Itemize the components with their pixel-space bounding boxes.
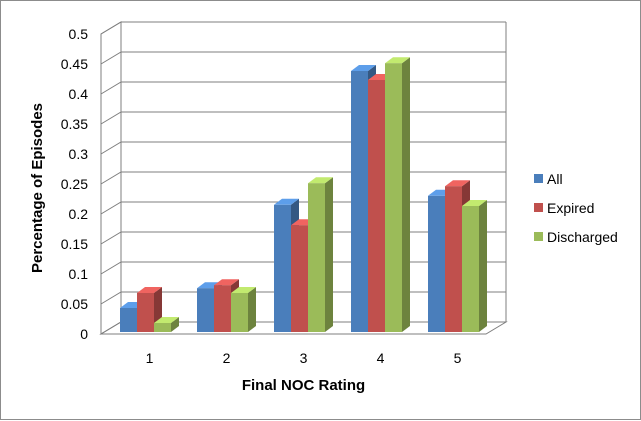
- gridline: [100, 141, 506, 155]
- bar-front: [462, 206, 479, 332]
- legend-label: Expired: [547, 200, 594, 216]
- bar: [462, 200, 487, 332]
- bar-front: [445, 186, 462, 332]
- bar-front: [214, 285, 231, 332]
- bar-top: [274, 198, 299, 205]
- legend-item: Discharged: [534, 229, 618, 245]
- x-tick-label: 3: [300, 350, 308, 366]
- y-tick-labels: 0 0.05 0.1 0.15 0.2 0.25 0.3 0.35 0.4 0.45 0.5: [61, 26, 88, 342]
- gridline: [100, 81, 506, 95]
- bar: [231, 287, 256, 332]
- legend-label: All: [547, 171, 563, 187]
- bar-front: [385, 63, 402, 332]
- x-tick-label: 5: [454, 350, 462, 366]
- gridline: [100, 111, 506, 125]
- legend: All Expired Discharged: [534, 171, 618, 245]
- bar-top: [462, 200, 487, 206]
- gridline: [100, 51, 506, 65]
- y-tick-label: 0.4: [69, 86, 89, 102]
- bar-side: [248, 287, 256, 332]
- bar-front: [351, 71, 368, 332]
- bar-side: [479, 200, 487, 332]
- bar-top: [385, 57, 410, 64]
- bars: [120, 57, 487, 332]
- bar-top: [137, 287, 162, 293]
- x-axis-title: Final NOC Rating: [242, 377, 365, 394]
- legend-item: All: [534, 171, 563, 187]
- bar-front: [274, 204, 291, 332]
- y-tick-label: 0.25: [61, 176, 88, 192]
- bar-front: [154, 323, 171, 332]
- bar-top: [445, 180, 470, 187]
- x-tick-label: 2: [223, 350, 231, 366]
- legend-swatch: [534, 174, 543, 183]
- y-tick-label: 0: [80, 326, 88, 342]
- legend-item: Expired: [534, 200, 594, 216]
- x-tick-label: 1: [146, 350, 154, 366]
- bar-side: [402, 57, 410, 332]
- bar-top: [308, 177, 333, 184]
- bar: [385, 57, 410, 332]
- y-tick-label: 0.1: [69, 266, 89, 282]
- y-tick-label: 0.3: [69, 146, 89, 162]
- gridline: [100, 171, 506, 185]
- y-tick-label: 0.15: [61, 236, 88, 252]
- bar-front: [197, 288, 214, 332]
- bar-front: [231, 293, 248, 332]
- bar-front: [428, 195, 445, 332]
- bar-top: [231, 287, 256, 293]
- gridline: [100, 21, 506, 35]
- bar-top: [154, 317, 179, 323]
- bar-side: [325, 177, 333, 332]
- y-tick-label: 0.05: [61, 296, 88, 312]
- bar-top: [214, 279, 239, 286]
- legend-swatch: [534, 203, 543, 212]
- bar-side: [171, 317, 179, 332]
- bar-top: [351, 65, 376, 71]
- y-tick-label: 0.5: [69, 26, 89, 42]
- y-tick-label: 0.2: [69, 206, 89, 222]
- legend-swatch: [534, 232, 543, 241]
- y-tick-label: 0.35: [61, 116, 88, 132]
- legend-label: Discharged: [547, 229, 618, 245]
- bar-front: [291, 225, 308, 332]
- bar-front: [368, 80, 385, 332]
- bar: [154, 317, 179, 332]
- y-tick-label: 0.45: [61, 56, 88, 72]
- x-tick-label: 4: [377, 350, 385, 366]
- x-tick-labels: 1 2 3 4 5: [146, 350, 462, 366]
- bar-front: [137, 293, 154, 332]
- y-axis-title: Percentage of Episodes: [29, 103, 46, 273]
- bar-front: [308, 183, 325, 332]
- bar-front: [120, 308, 137, 332]
- bar: [308, 177, 333, 332]
